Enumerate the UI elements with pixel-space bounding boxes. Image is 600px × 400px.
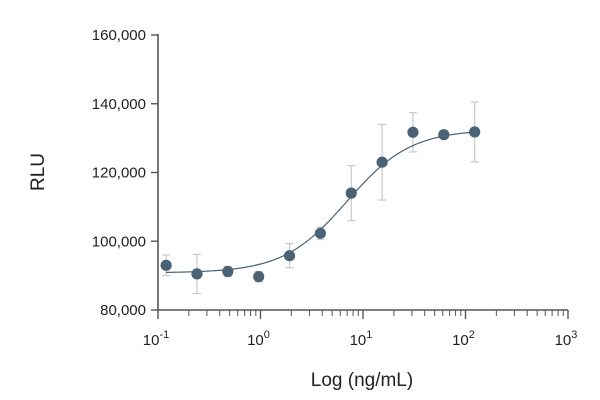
x-axis-title: Log (ng/mL) (311, 370, 413, 391)
fit-curve (166, 131, 475, 273)
y-tick-label: 120,000 (92, 165, 146, 182)
data-point (191, 268, 203, 280)
y-axis-title: RLU (28, 153, 49, 191)
x-tick-label: 100 (247, 329, 270, 349)
data-point (407, 126, 419, 138)
data-point (253, 271, 265, 283)
y-tick-label: 140,000 (92, 96, 146, 113)
data-point (160, 259, 172, 271)
data-points (160, 126, 481, 283)
x-tick-label: 103 (555, 329, 578, 349)
y-tick-label: 160,000 (92, 27, 146, 44)
data-point (438, 129, 450, 141)
data-point (376, 156, 388, 168)
data-point (345, 187, 357, 199)
tick-labels: 80,000 100,000 120,000 140,000 160,000 10-1 10… (92, 27, 578, 349)
x-tick-label: 102 (452, 329, 475, 349)
data-point (222, 265, 234, 278)
error-bars (162, 101, 479, 295)
data-point (314, 227, 326, 239)
x-tick-label: 101 (350, 329, 373, 349)
data-point (283, 250, 296, 262)
data-point (469, 126, 481, 138)
y-tick-label: 80,000 (100, 302, 146, 319)
x-tick-label: 10-1 (143, 329, 169, 349)
axes (151, 34, 569, 319)
y-tick-label: 100,000 (92, 233, 146, 250)
